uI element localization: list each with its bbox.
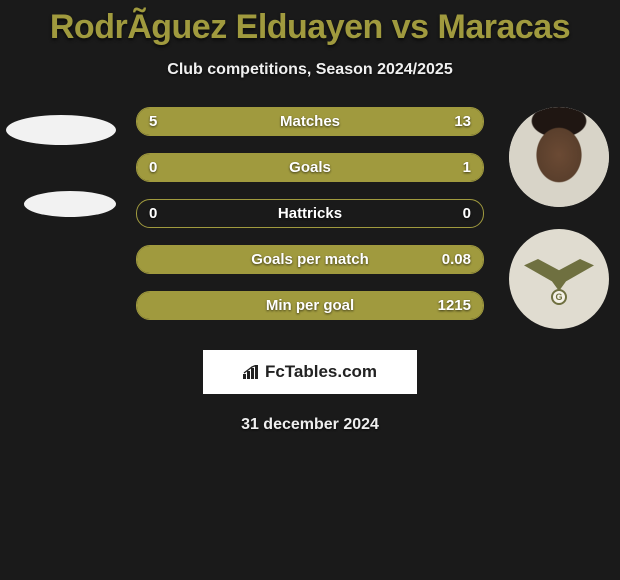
right-player-column: G bbox=[504, 107, 614, 329]
stat-bars: Matches513Goals01Hattricks00Goals per ma… bbox=[136, 107, 484, 320]
subtitle: Club competitions, Season 2024/2025 bbox=[0, 61, 620, 79]
stat-value-right: 13 bbox=[454, 108, 471, 135]
stat-value-right: 0 bbox=[463, 200, 471, 227]
stat-row: Min per goal1215 bbox=[136, 291, 484, 320]
player-avatar-right bbox=[509, 107, 609, 207]
page-title: RodrÃ­guez Elduayen vs Maracas bbox=[0, 8, 620, 47]
stat-row: Hattricks0 0 bbox=[136, 199, 484, 228]
stat-label: Goals bbox=[137, 154, 483, 181]
stat-label: Min per goal bbox=[137, 292, 483, 319]
stat-value-left: 5 bbox=[149, 108, 157, 135]
source-logo[interactable]: FcTables.com bbox=[203, 350, 417, 394]
stat-label: Hattricks bbox=[137, 200, 483, 227]
stat-row: Goals0 1 bbox=[136, 153, 484, 182]
stat-value-right: 1 bbox=[463, 154, 471, 181]
stat-row: Goals per match0.08 bbox=[136, 245, 484, 274]
team-badge-right: G bbox=[509, 229, 609, 329]
team-bird-icon bbox=[524, 259, 594, 291]
stat-value-right: 1215 bbox=[438, 292, 471, 319]
left-player-column bbox=[6, 107, 116, 217]
player-avatar-left bbox=[6, 115, 116, 145]
chart-icon bbox=[243, 365, 261, 379]
date-label: 31 december 2024 bbox=[0, 416, 620, 434]
comparison-card: RodrÃ­guez Elduayen vs Maracas Club comp… bbox=[0, 0, 620, 434]
stat-row: Matches5 13 bbox=[136, 107, 484, 136]
source-logo-text: FcTables.com bbox=[265, 362, 377, 382]
team-badge-letter: G bbox=[551, 289, 567, 305]
stat-value-left: 0 bbox=[149, 200, 157, 227]
stat-label: Matches bbox=[137, 108, 483, 135]
player-face-icon bbox=[509, 107, 609, 207]
stat-label: Goals per match bbox=[137, 246, 483, 273]
stats-area: G Matches513Goals01Hattricks00Goals per … bbox=[0, 107, 620, 342]
stat-value-right: 0.08 bbox=[442, 246, 471, 273]
stat-value-left: 0 bbox=[149, 154, 157, 181]
team-badge-left bbox=[24, 191, 116, 217]
